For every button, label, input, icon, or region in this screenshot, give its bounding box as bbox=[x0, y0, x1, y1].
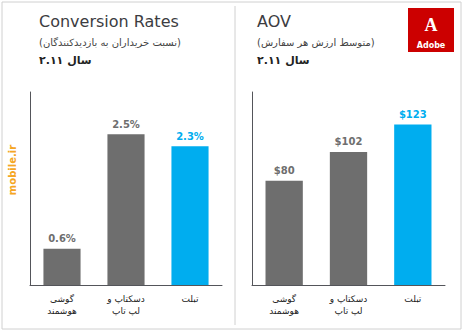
svg-text:$123: $123 bbox=[399, 109, 427, 120]
svg-text:تبلت: تبلت bbox=[181, 294, 199, 304]
svg-text:گوشی: گوشی bbox=[272, 293, 297, 304]
svg-text:$102: $102 bbox=[335, 136, 363, 147]
svg-text:Adobe: Adobe bbox=[417, 41, 446, 50]
svg-text:mobile.ir: mobile.ir bbox=[7, 145, 18, 195]
svg-text:2.5%: 2.5% bbox=[112, 119, 140, 130]
svg-text:گوشی: گوشی bbox=[50, 293, 75, 304]
svg-text:AOV: AOV bbox=[257, 12, 291, 31]
svg-text:0.6%: 0.6% bbox=[48, 233, 76, 244]
svg-text:لپ تاپ: لپ تاپ bbox=[334, 306, 362, 316]
svg-text:سال ۲.۱۱: سال ۲.۱۱ bbox=[257, 54, 310, 67]
svg-text:سال ۲.۱۱: سال ۲.۱۱ bbox=[39, 54, 92, 67]
svg-text:Conversion Rates: Conversion Rates bbox=[39, 12, 179, 31]
svg-text:(نسبت خریداران به بازدیدکنندگا: (نسبت خریداران به بازدیدکنندگان) bbox=[39, 37, 181, 48]
svg-text:2.3%: 2.3% bbox=[176, 131, 204, 142]
svg-text:$80: $80 bbox=[274, 165, 295, 176]
svg-text:لپ تاپ: لپ تاپ bbox=[112, 306, 140, 316]
svg-text:دسکتاپ و: دسکتاپ و bbox=[106, 294, 145, 304]
svg-text:دسکتاپ و: دسکتاپ و bbox=[329, 294, 368, 304]
svg-text:(متوسط ارزش هر سفارش): (متوسط ارزش هر سفارش) bbox=[257, 37, 375, 48]
svg-text:هوشمند: هوشمند bbox=[47, 306, 77, 316]
svg-text:تبلت: تبلت bbox=[404, 294, 422, 304]
svg-text:هوشمند: هوشمند bbox=[269, 306, 299, 316]
svg-text:A: A bbox=[425, 15, 438, 35]
